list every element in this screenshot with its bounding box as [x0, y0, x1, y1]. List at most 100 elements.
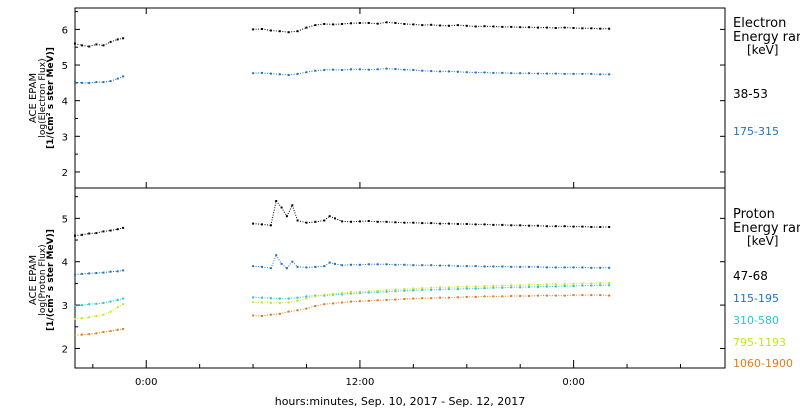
electron-data-trace: [297, 27, 307, 32]
electron-data-trace: [306, 24, 316, 29]
electron-ytick-label: 3: [62, 132, 68, 143]
proton-data-trace: [275, 254, 283, 265]
proton-series: [74, 200, 611, 337]
xtick-label: 0:00: [135, 377, 157, 388]
electron-legend-item-2: 175-315: [733, 125, 779, 138]
electron-data-trace: [306, 70, 316, 73]
proton-data-trace: [117, 298, 124, 301]
proton-data-trace: [103, 271, 111, 274]
proton-ytick-label: 3: [62, 301, 68, 312]
proton-legend-title: Proton: [733, 207, 775, 222]
proton-legend-unit: [keV]: [747, 234, 778, 248]
proton-data-point: [608, 294, 611, 297]
proton-data-trace: [395, 298, 405, 300]
electron-data-trace: [117, 75, 124, 80]
proton-data-trace: [117, 227, 124, 230]
proton-series-3: [74, 284, 611, 307]
electron-ylabel-line-1: ACE EPAM: [28, 73, 39, 123]
proton-series-5: [74, 294, 611, 337]
proton-data-point: [608, 282, 611, 284]
proton-data-trace: [82, 272, 90, 275]
electron-legend-title: Electron: [733, 16, 786, 31]
proton-data-trace: [315, 294, 325, 297]
proton-data-trace: [82, 316, 90, 319]
proton-legend-item-3: 310-580: [733, 314, 779, 327]
electron-legend-unit: [keV]: [747, 43, 778, 57]
proton-legend-subtitle: Energy ran: [733, 221, 800, 236]
electron-data-point: [608, 27, 611, 30]
electron-legend-subtitle: Energy ran: [733, 30, 800, 45]
proton-data-trace: [329, 262, 336, 265]
proton-ytick-label: 4: [62, 258, 68, 269]
proton-data-trace: [74, 273, 83, 276]
proton-ylabel-line-3: [1/(cm² s ster MeV)]: [46, 229, 56, 331]
proton-ylabel-line-1: ACE EPAM: [28, 255, 39, 305]
proton-data-trace: [297, 308, 307, 311]
x-axis: 0:00 12:00 0:00: [92, 8, 681, 388]
proton-data-trace: [281, 207, 288, 217]
proton-data-trace: [82, 303, 90, 306]
xtick-label: 12:00: [346, 377, 375, 388]
electron-ytick-label: 5: [62, 61, 68, 72]
proton-data-trace: [288, 300, 298, 303]
electron-ytick-label: 6: [62, 25, 68, 36]
electron-data-trace: [96, 43, 104, 46]
proton-data-trace: [291, 205, 299, 221]
proton-data-trace: [315, 303, 325, 307]
proton-data-trace: [286, 205, 293, 217]
electron-data-point: [608, 73, 611, 76]
proton-data-point: [122, 226, 125, 229]
proton-legend-item-4: 795-1193: [733, 336, 786, 349]
proton-ytick-label: 2: [62, 344, 68, 355]
electron-y-axis: 2 3 4 5 6: [62, 11, 725, 179]
electron-series: [74, 21, 611, 84]
proton-data-point: [608, 226, 611, 228]
electron-data-trace: [74, 81, 83, 84]
electron-panel: 2 3 4 5 6 ACE EPAM log(Electron Flux) [1/(cm…: [28, 7, 800, 189]
proton-data-point: [122, 328, 125, 330]
electron-data-trace: [377, 21, 387, 25]
proton-data-point: [122, 297, 125, 300]
proton-data-trace: [306, 295, 316, 300]
proton-series-1: [74, 200, 611, 237]
electron-data-trace: [395, 68, 405, 71]
proton-legend-item-2: 115-195: [733, 292, 779, 305]
x-axis-title: hours:minutes, Sep. 10, 2017 - Sep. 12, …: [275, 395, 526, 408]
electron-ylabel-line-2: log(Electron Flux): [38, 58, 48, 137]
proton-panel: 2 3 4 5 0:00 12:00 0:00 ACE EPAM log(Proton F…: [28, 8, 800, 388]
electron-ylabel-line-3: [1/(cm² s ster MeV)]: [46, 47, 56, 149]
electron-legend-item-1: 38-53: [733, 87, 768, 101]
electron-ytick-label: 4: [62, 97, 68, 108]
proton-ylabel-line-2: log(Proton Flux): [38, 244, 48, 315]
proton-data-trace: [117, 328, 124, 331]
proton-data-trace: [74, 304, 83, 307]
proton-series-2: [74, 254, 611, 276]
electron-data-trace: [82, 44, 90, 47]
proton-data-trace: [74, 234, 83, 237]
proton-data-trace: [297, 220, 307, 224]
electron-data-trace: [103, 80, 111, 83]
electron-series-2: [74, 67, 611, 84]
proton-legend-item-5: 1060-1900: [733, 357, 793, 370]
proton-data-trace: [329, 215, 336, 219]
proton-ytick-label: 5: [62, 214, 68, 225]
proton-data-trace: [103, 330, 111, 333]
proton-data-trace: [297, 298, 307, 302]
proton-data-trace: [74, 317, 83, 320]
electron-data-trace: [395, 22, 405, 25]
electron-data-trace: [261, 28, 271, 31]
proton-data-trace: [306, 305, 316, 310]
proton-data-point: [122, 269, 125, 272]
proton-data-trace: [103, 230, 111, 232]
proton-data-trace: [279, 311, 289, 315]
electron-data-point: [122, 75, 125, 78]
xtick-label: 0:00: [562, 377, 584, 388]
electron-data-trace: [117, 37, 124, 40]
proton-plot-frame: [74, 187, 726, 369]
electron-series-1: [74, 21, 611, 48]
proton-data-point: [122, 303, 125, 306]
electron-data-point: [287, 31, 290, 34]
proton-y-axis: 2 3 4 5: [62, 196, 725, 355]
